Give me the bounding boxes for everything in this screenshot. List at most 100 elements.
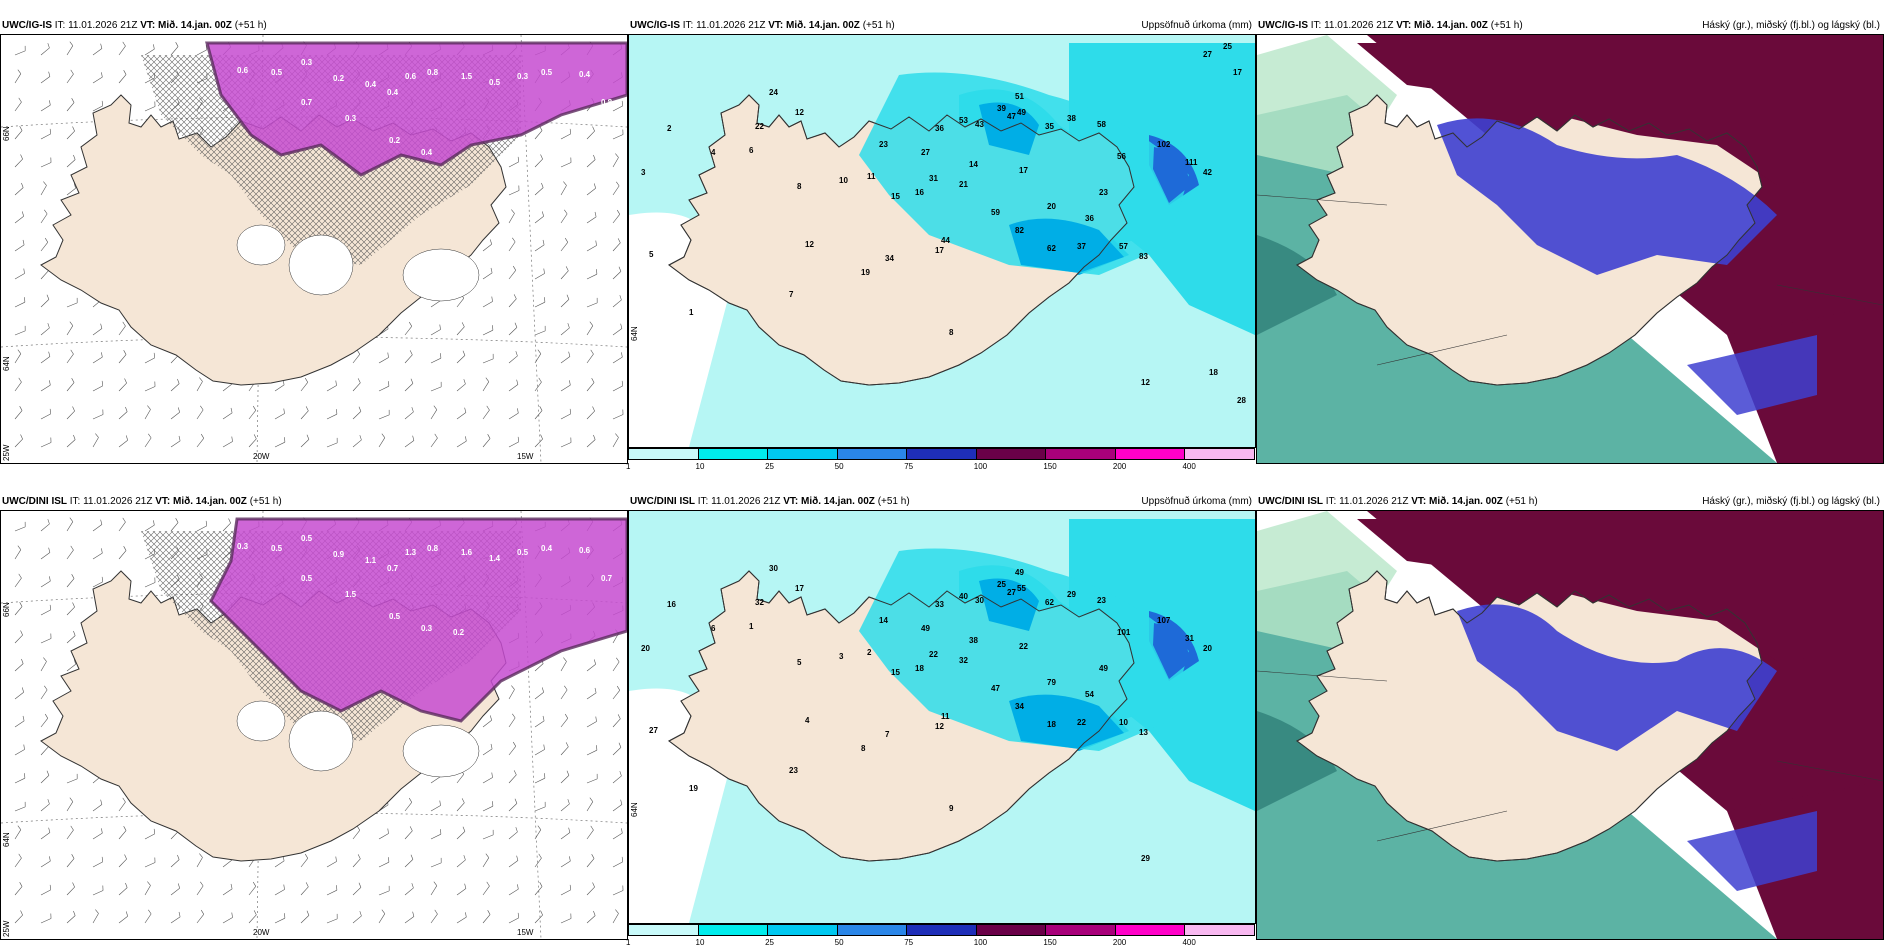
value-label: 0.2: [333, 74, 345, 83]
map-ig-clouds[interactable]: [1256, 34, 1884, 464]
colorbar-tick-label: 25: [765, 938, 775, 947]
wind-barb-flag: [621, 100, 624, 106]
wind-barb-flag: [517, 912, 520, 918]
wind-barb: [352, 382, 361, 392]
wind-barb-flag: [73, 630, 76, 636]
value-label: 101: [1117, 628, 1131, 637]
colorbar-tick-label: 400: [1182, 462, 1196, 471]
wind-barb-flag: [49, 884, 52, 890]
wind-barb: [404, 802, 413, 812]
colorbar-swatch: [975, 448, 1047, 460]
wind-barb: [14, 187, 24, 196]
wind-barb: [508, 355, 518, 364]
map-dini-clouds[interactable]: [1256, 510, 1884, 940]
wind-barb-flag: [122, 41, 126, 47]
wind-barb: [40, 552, 51, 560]
value-label: 0.5: [271, 544, 283, 553]
wind-barb: [144, 106, 156, 112]
wind-barb-flag: [569, 380, 571, 386]
wind-barb: [482, 885, 490, 896]
map-ig-accum[interactable]: 24 12 22 36 53 43 39 47 49 51 35 38 58 56 102 111 42 23 27…: [628, 34, 1256, 448]
wind-barb-flag: [563, 657, 567, 662]
wind-barb-flag: [49, 128, 52, 134]
wind-barb-flag: [564, 685, 568, 691]
wind-barb-flag: [70, 825, 74, 831]
wind-barb: [14, 50, 26, 56]
wind-barb: [612, 414, 624, 420]
value-label: 1.4: [489, 554, 501, 563]
wind-barb-flag: [71, 574, 75, 579]
wind-barb: [196, 49, 207, 56]
wind-barb-flag: [177, 378, 180, 384]
wind-barb-flag: [49, 856, 51, 862]
wind-barb-flag: [620, 799, 623, 805]
wind-barb: [560, 661, 567, 672]
value-label: 55: [1017, 584, 1026, 593]
wind-barb: [66, 130, 75, 140]
map-dini-accum[interactable]: 30 17 32 33 40 30 25 27 55 49 62 29 23 101 107 31 20 14 49…: [628, 510, 1256, 924]
wind-barb-flag: [486, 881, 490, 887]
value-label: 0.3: [345, 114, 357, 123]
wind-barb-flag: [412, 435, 415, 441]
wind-barb: [534, 663, 544, 672]
wind-barb-flag: [489, 715, 492, 721]
value-label: 38: [1067, 114, 1076, 123]
model-name: UWC/IG-IS: [2, 20, 52, 31]
wind-barb: [560, 299, 570, 308]
wind-barb: [560, 442, 572, 448]
precip-colorbar: 1 10 25 50 75 100 150 200 400: [626, 924, 1256, 947]
map-ig-wind[interactable]: 0.6 0.5 0.3 0.2 0.4 0.4 0.6 0.8 1.5 0.5 0.3 0.5 0.4 0…: [0, 34, 628, 464]
wind-barb-flag: [335, 380, 337, 386]
wind-barb-flag: [595, 240, 597, 246]
lead-time: (+51 h): [234, 20, 267, 31]
wind-barb: [92, 581, 103, 588]
wind-barb-flag: [305, 406, 309, 411]
wind-barb: [612, 242, 621, 252]
wind-barb-flag: [22, 239, 25, 245]
wind-barb-flag: [439, 324, 441, 330]
wind-barb-flag: [542, 715, 545, 721]
colorbar-swatch: [697, 924, 769, 936]
wind-barb: [144, 48, 155, 56]
wind-barb: [508, 190, 520, 196]
wind-barb: [40, 384, 51, 392]
wind-barb-flag: [615, 433, 619, 438]
value-label: 20: [1047, 202, 1056, 211]
wind-barb-flag: [593, 183, 596, 189]
wind-barb: [326, 385, 337, 392]
value-label: 23: [879, 140, 888, 149]
wind-barb: [456, 412, 467, 420]
wind-barb-flag: [381, 433, 386, 438]
value-label: 0.5: [541, 68, 553, 77]
wind-barb: [92, 48, 103, 56]
wind-barb: [144, 386, 156, 392]
wind-barb: [508, 774, 517, 784]
panel-header: UWC/DINI ISL IT: 11.01.2026 21Z VT: Mið.…: [628, 494, 1256, 510]
wind-barb-flag: [433, 881, 438, 886]
wind-barb: [40, 47, 50, 56]
valid-time: Mið. 14.jan. 00Z: [801, 496, 875, 507]
wind-barb-flag: [592, 882, 595, 888]
wind-barb: [482, 243, 492, 252]
value-label: 9: [949, 804, 954, 813]
colorbar-tick-label: 200: [1112, 462, 1127, 471]
low-cloud-dark: [1257, 711, 1337, 811]
wind-barb: [560, 889, 571, 896]
wind-barb-flag: [43, 657, 47, 662]
value-label: 44: [941, 236, 950, 245]
wind-barb-flag: [199, 377, 203, 382]
wind-barb-flag: [593, 154, 596, 160]
wind-barb: [326, 413, 338, 420]
panel-header: UWC/IG-IS IT: 11.01.2026 21Z VT: Mið. 14…: [628, 18, 1256, 34]
wind-barb-flag: [19, 126, 23, 131]
wind-barb-flag: [565, 742, 569, 747]
value-label: 22: [929, 650, 938, 659]
wind-barb: [560, 162, 572, 168]
value-label: 36: [935, 124, 944, 133]
wind-barb: [612, 690, 621, 700]
wind-barb: [612, 437, 619, 448]
value-label: 0.8: [601, 98, 613, 107]
wind-barb: [612, 747, 622, 756]
map-dini-wind[interactable]: 0.3 0.5 0.5 0.9 1.1 0.7 1.3 0.8 1.6 1.4 0.5 0.4 0.6 0…: [0, 510, 628, 940]
value-label: 5: [797, 658, 802, 667]
